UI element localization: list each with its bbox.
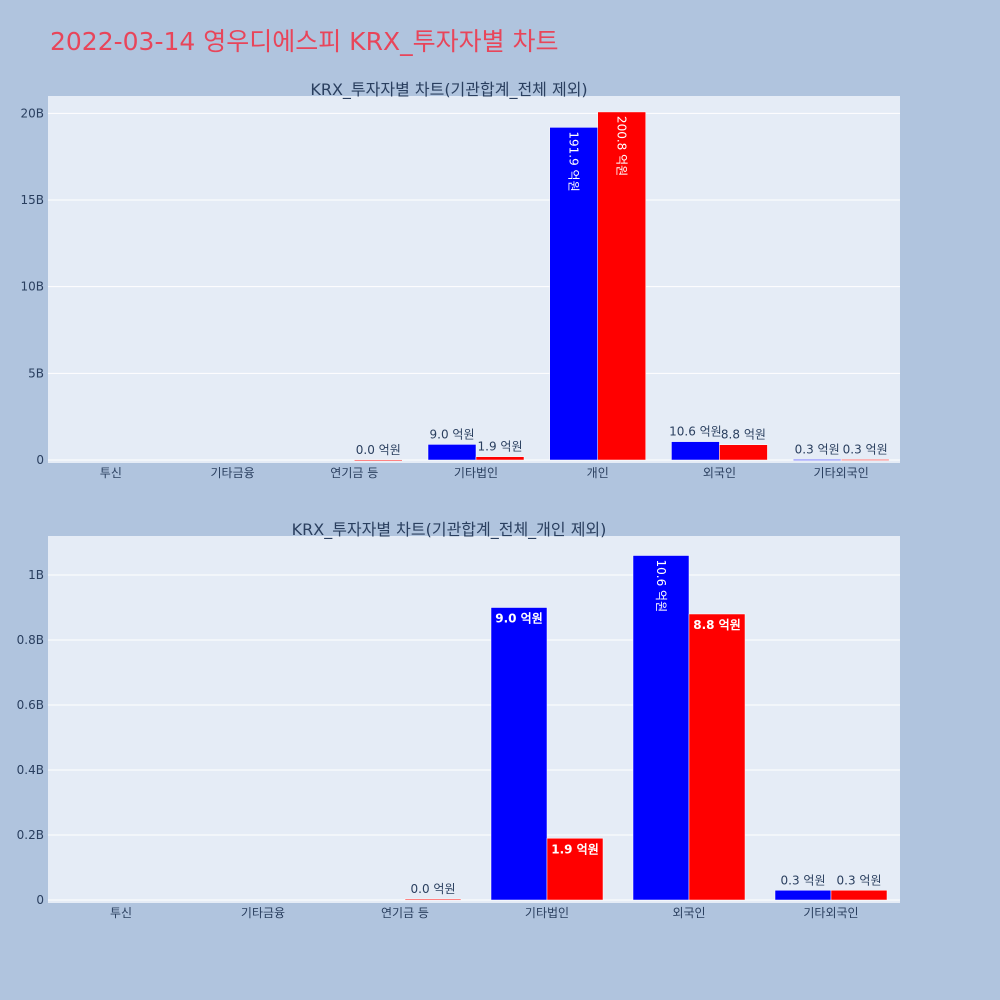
y-tick-label: 0.4B <box>17 763 44 777</box>
bar <box>490 607 548 901</box>
x-tick-label: 기타외국인 <box>814 466 869 480</box>
x-tick-label: 투신 <box>110 906 132 920</box>
y-tick-label: 0.2B <box>17 828 44 842</box>
data-label: 0.3 억원 <box>843 442 888 456</box>
bar <box>597 111 646 461</box>
y-tick-label: 10B <box>20 280 44 294</box>
chart-title: KRX_투자자별 차트(기관합계_전체 제외) <box>310 80 587 100</box>
x-tick-label: 기타금융 <box>210 466 254 480</box>
bar <box>404 898 462 901</box>
y-tick-label: 1B <box>28 568 44 582</box>
bar <box>830 890 888 901</box>
y-tick-label: 0.8B <box>17 633 44 647</box>
bar <box>475 456 525 461</box>
bar <box>840 459 890 461</box>
data-label: 9.0 억원 <box>495 612 543 626</box>
bar <box>774 890 832 901</box>
x-tick-label: 기타금융 <box>241 906 285 920</box>
data-label: 0.3 억원 <box>795 442 840 456</box>
bar <box>792 459 842 461</box>
bar <box>688 613 746 901</box>
x-tick-label: 개인 <box>587 466 609 480</box>
page-title: 2022-03-14 영우디에스피 KRX_투자자별 차트 <box>50 27 559 56</box>
y-tick-label: 20B <box>20 106 44 120</box>
bar <box>427 444 477 461</box>
data-label: 1.9 억원 <box>478 440 523 454</box>
data-label: 191.9 억원 <box>567 131 581 191</box>
x-tick-label: 외국인 <box>672 906 705 920</box>
data-label: 1.9 억원 <box>551 842 599 856</box>
bar <box>549 127 598 461</box>
y-tick-label: 5B <box>28 366 44 380</box>
x-tick-label: 연기금 등 <box>330 466 378 480</box>
x-tick-label: 외국인 <box>703 466 736 480</box>
data-label: 10.6 억원 <box>669 425 722 439</box>
data-label: 0.0 억원 <box>411 882 456 896</box>
data-label: 0.3 억원 <box>837 873 882 887</box>
plot-area <box>48 536 900 903</box>
data-label: 9.0 억원 <box>430 427 475 441</box>
data-label: 8.8 억원 <box>721 428 766 442</box>
y-tick-label: 0 <box>36 893 44 907</box>
x-tick-label: 기타법인 <box>525 906 569 920</box>
plot-area <box>48 96 900 463</box>
x-tick-label: 연기금 등 <box>381 906 429 920</box>
y-tick-label: 15B <box>20 193 44 207</box>
bar <box>354 459 403 462</box>
bar <box>719 444 768 461</box>
x-tick-label: 기타법인 <box>454 466 498 480</box>
y-tick-label: 0 <box>36 453 44 467</box>
y-tick-label: 0.6B <box>17 698 44 712</box>
data-label: 0.0 억원 <box>356 443 401 457</box>
x-tick-label: 기타외국인 <box>803 906 858 920</box>
chart-title: KRX_투자자별 차트(기관합계_전체_개인 제외) <box>292 520 607 540</box>
data-label: 10.6 억원 <box>654 560 668 613</box>
data-label: 0.3 억원 <box>781 873 826 887</box>
x-tick-label: 투신 <box>100 466 122 480</box>
bar <box>671 441 720 461</box>
bar <box>546 838 604 901</box>
data-label: 8.8 억원 <box>693 618 741 632</box>
data-label: 200.8 억원 <box>615 116 629 176</box>
